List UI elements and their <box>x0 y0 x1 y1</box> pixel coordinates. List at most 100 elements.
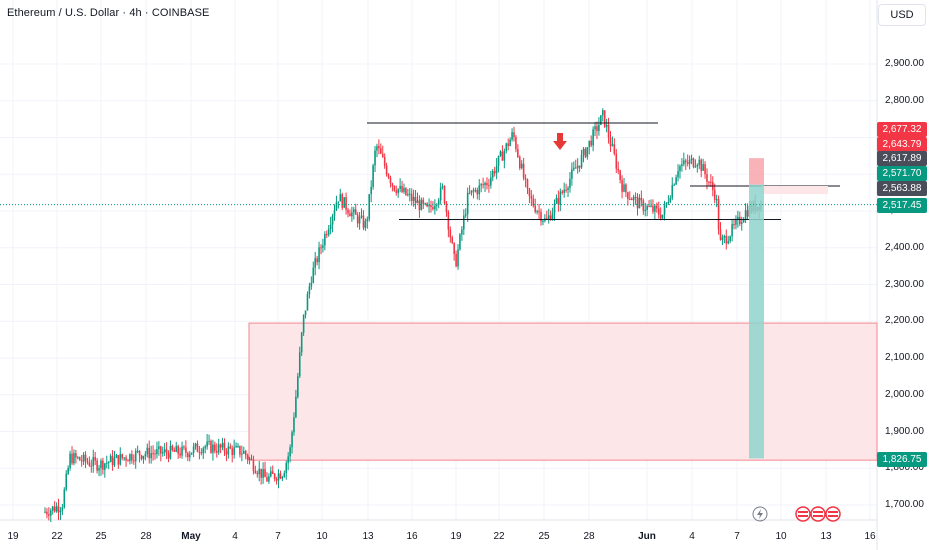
resistance-highlight <box>762 186 828 195</box>
candle-body <box>547 215 550 219</box>
candle-body <box>49 510 52 516</box>
candle-body <box>659 214 662 219</box>
candle-body <box>73 453 75 464</box>
candle-body <box>57 506 60 513</box>
candle-body <box>735 219 737 225</box>
candle-body <box>596 126 598 132</box>
candle-body <box>505 143 508 151</box>
candle-body <box>325 233 328 235</box>
event-flag-icon-2 <box>810 506 826 522</box>
candle-body <box>501 151 504 161</box>
candle-body <box>644 209 647 211</box>
candle-body <box>335 202 338 211</box>
candle-body <box>586 147 589 157</box>
currency-button[interactable]: USD <box>878 4 926 26</box>
candle-body <box>580 154 583 168</box>
candle-body <box>322 245 324 248</box>
candle-body <box>173 449 176 452</box>
candle-body <box>283 473 286 477</box>
candle-body <box>69 453 71 469</box>
candle-body <box>451 237 454 243</box>
candle-body <box>212 444 214 453</box>
candle-body <box>546 218 548 220</box>
candle-body <box>156 449 158 455</box>
candle-body <box>553 203 556 214</box>
candle-body <box>729 236 731 241</box>
candle-body <box>513 132 515 138</box>
candle-body <box>619 170 621 180</box>
candle-body <box>621 179 623 192</box>
candle-body <box>144 454 147 456</box>
candle-body <box>601 110 604 116</box>
candle-body <box>437 200 440 205</box>
candle-body <box>204 446 206 449</box>
time-tick-label: 28 <box>140 531 152 542</box>
candle-body <box>260 468 262 478</box>
candle-body <box>692 158 695 167</box>
candle-body <box>268 476 270 482</box>
lightning-icon <box>757 509 763 519</box>
candle-body <box>424 203 427 205</box>
candle-body <box>132 460 135 462</box>
candle-body <box>154 453 156 455</box>
candle-body <box>88 462 91 466</box>
candle-body <box>530 195 533 199</box>
candle-body <box>140 455 143 459</box>
candle-body <box>461 229 463 235</box>
candle-body <box>700 159 702 171</box>
candle-body <box>410 193 413 201</box>
candle-body <box>44 511 46 513</box>
candle-body <box>320 247 322 249</box>
candle-body <box>588 140 591 148</box>
candle-body <box>480 184 482 186</box>
candle-body <box>273 473 276 479</box>
candle-body <box>356 214 359 224</box>
candle-body <box>488 185 490 187</box>
candle-body <box>383 156 386 166</box>
candle-body <box>115 455 118 458</box>
candle-body <box>142 455 145 459</box>
candle-body <box>474 190 477 192</box>
candle-body <box>578 165 581 168</box>
candle-body <box>534 205 537 212</box>
candle-body <box>704 164 706 175</box>
candle-body <box>742 219 745 223</box>
candle-body <box>223 442 226 452</box>
candle-body <box>686 162 689 164</box>
candle-body <box>231 448 234 455</box>
candle-body <box>600 115 602 125</box>
candle-body <box>542 220 544 222</box>
price-tick-label: 2,300.00 <box>885 278 924 290</box>
candle-body <box>256 473 259 475</box>
candle-body <box>696 164 699 167</box>
candle-body <box>381 153 384 157</box>
candle-body <box>161 451 164 454</box>
candle-body <box>63 489 66 508</box>
candle-body <box>698 159 701 165</box>
candle-body <box>731 224 733 237</box>
candle-body <box>733 224 735 226</box>
candle-body <box>397 188 399 193</box>
candle-body <box>102 460 104 470</box>
candle-body <box>571 169 573 179</box>
candle-body <box>673 184 675 186</box>
candle-body <box>198 451 201 453</box>
candle-body <box>306 293 309 311</box>
candle-body <box>491 171 494 178</box>
candle-body <box>107 462 110 464</box>
candle-body <box>493 171 496 174</box>
candle-body <box>661 214 664 219</box>
candle-body <box>302 314 305 333</box>
candle-body <box>370 186 372 195</box>
candle-body <box>603 110 606 127</box>
candle-body <box>584 148 587 157</box>
candle-body <box>206 441 208 447</box>
candle-body <box>725 235 728 244</box>
price-tick-label: 1,900.00 <box>885 425 924 437</box>
candle-body <box>478 185 481 195</box>
candle-body <box>710 181 712 183</box>
candle-body <box>453 242 455 255</box>
candle-body <box>175 446 178 452</box>
